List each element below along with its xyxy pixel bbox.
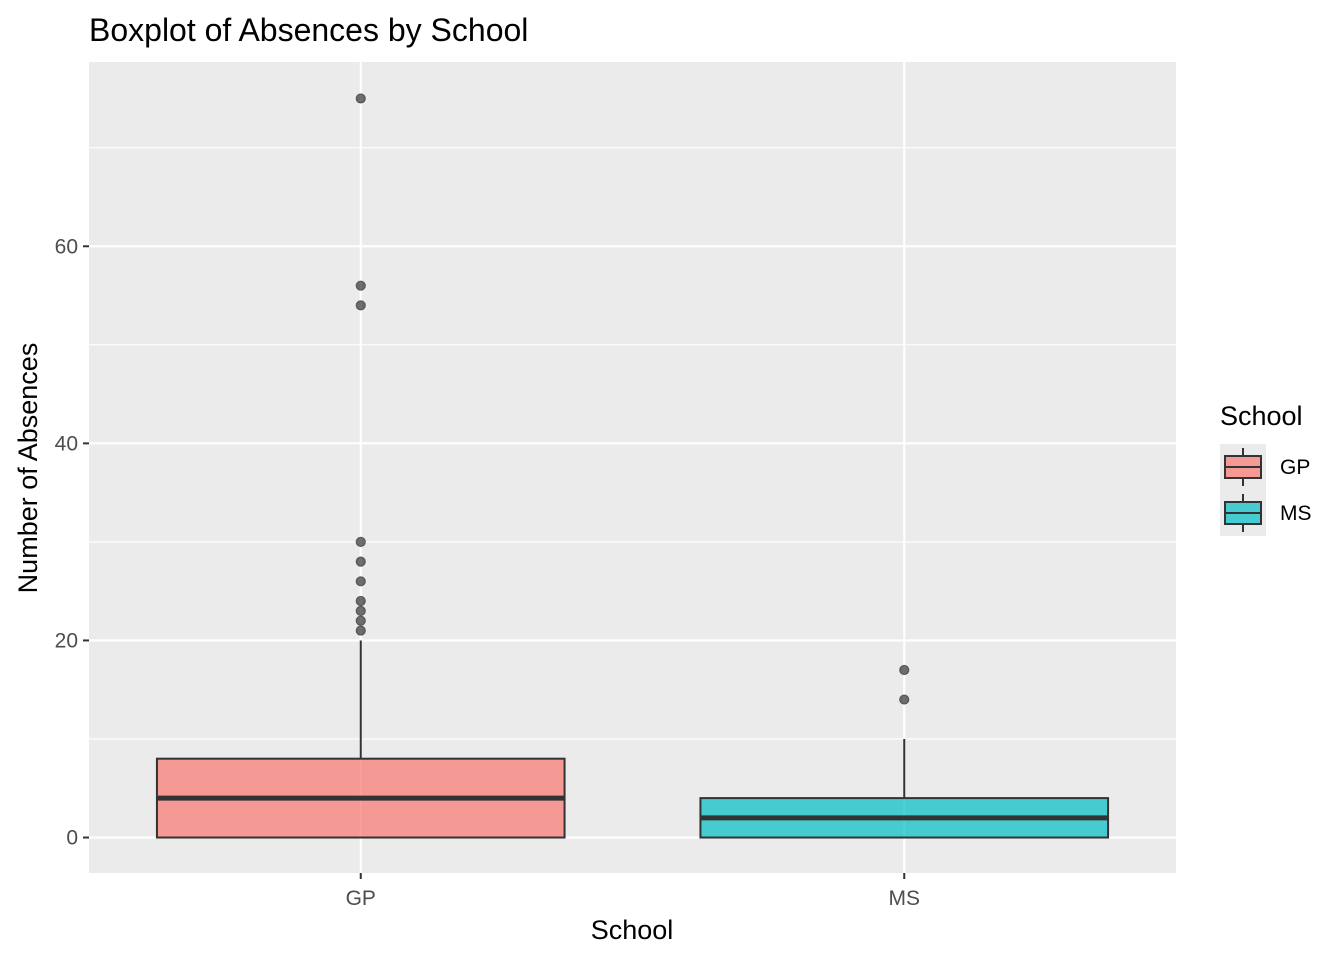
outlier-point <box>355 576 366 587</box>
outlier-point <box>355 280 366 291</box>
outlier-point <box>355 556 366 567</box>
outlier-point <box>355 615 366 626</box>
outlier-point <box>355 536 366 547</box>
plot-panel <box>89 62 1176 873</box>
y-tick-label: 20 <box>55 629 78 652</box>
outlier-point <box>355 605 366 616</box>
x-tick-label: MS <box>889 887 921 910</box>
outlier-point <box>899 664 910 676</box>
y-axis-title: Number of Absences <box>13 343 43 594</box>
legend-key-gp <box>1224 448 1262 486</box>
y-tick-label: 40 <box>55 432 78 455</box>
y-tick-label: 60 <box>55 235 78 258</box>
legend-title: School <box>1220 401 1303 431</box>
x-axis-title: School <box>591 915 674 945</box>
legend-label: MS <box>1280 502 1312 525</box>
minor-gridlines <box>89 147 1176 740</box>
outlier-point <box>899 694 910 705</box>
outlier-point <box>355 625 366 636</box>
legend: School GP MS <box>1220 401 1312 536</box>
box-ms <box>699 664 1110 839</box>
boxes-layer <box>155 93 1110 839</box>
outlier-point <box>355 93 366 104</box>
box-gp <box>155 93 566 839</box>
legend-key-ms <box>1224 494 1262 532</box>
y-axis: 0 20 40 60 <box>55 235 89 850</box>
chart-title: Boxplot of Absences by School <box>89 12 528 48</box>
legend-label: GP <box>1280 456 1310 479</box>
x-tick-label: GP <box>346 887 376 910</box>
outlier-point <box>355 300 366 311</box>
y-tick-label: 0 <box>66 827 78 850</box>
outlier-point <box>355 595 366 607</box>
x-axis: GP MS <box>346 873 920 910</box>
